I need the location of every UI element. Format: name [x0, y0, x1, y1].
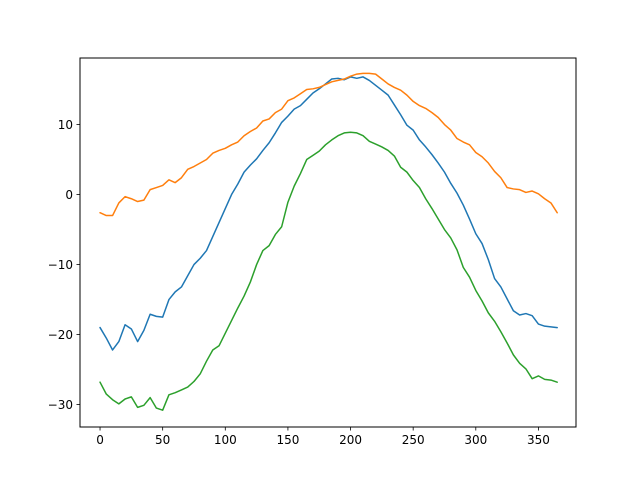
- y-axis: −30 −20 −10 0 10: [48, 118, 80, 412]
- x-tick-label: 350: [527, 433, 550, 447]
- x-tick-label: 100: [214, 433, 237, 447]
- x-axis: 0 50 100 150 200 250 300 350: [96, 427, 550, 447]
- x-tick-label: 50: [155, 433, 170, 447]
- y-tick-label: −20: [48, 328, 73, 342]
- x-tick-label: 150: [276, 433, 299, 447]
- plot-area-frame: [79, 57, 577, 428]
- y-tick-label: 0: [65, 188, 73, 202]
- x-tick-label: 200: [339, 433, 362, 447]
- series-line-1: [99, 76, 558, 351]
- series-layer: [99, 72, 558, 411]
- x-tick-label: 300: [464, 433, 487, 447]
- y-tick-label: −30: [48, 398, 73, 412]
- series-line-2: [99, 72, 558, 217]
- y-tick-label: 10: [58, 118, 73, 132]
- series-line-3: [99, 131, 558, 411]
- x-tick-label: 250: [402, 433, 425, 447]
- y-tick-label: −10: [48, 258, 73, 272]
- x-tick-label: 0: [96, 433, 104, 447]
